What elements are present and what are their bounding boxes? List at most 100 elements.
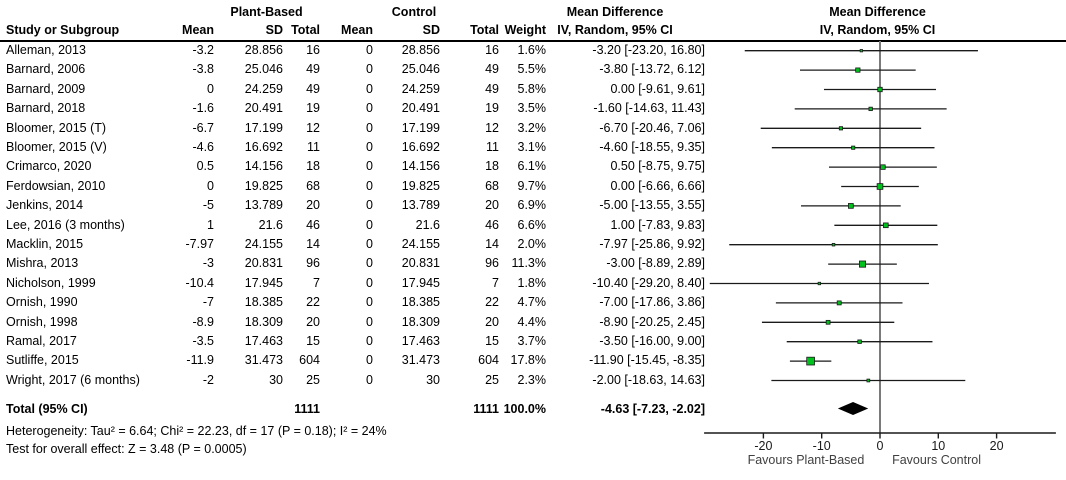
cell-exp-total: 11 xyxy=(307,140,320,154)
header-ctrl-total: Total xyxy=(470,23,499,37)
cell-ctrl-total: 25 xyxy=(485,372,499,387)
cell-study-label: Barnard, 2006 xyxy=(6,62,86,77)
mean-difference-plot-header: Mean Difference xyxy=(829,5,926,19)
cell-weight: 3.1% xyxy=(517,140,547,154)
cell-study-label: Nicholson, 1999 xyxy=(6,275,96,290)
cell-exp-mean: 0.5 xyxy=(196,159,214,174)
cell-ctrl-mean: 0 xyxy=(366,237,373,251)
cell-exp-mean: -8.9 xyxy=(192,314,214,329)
header-ctrl-mean: Mean xyxy=(341,23,373,37)
cell-ci-text: 0.00 [-9.61, 9.61] xyxy=(610,81,705,96)
cell-ctrl-total: 18 xyxy=(485,159,499,174)
heterogeneity-text: Heterogeneity: Tau² = 6.64; Chi² = 22.23… xyxy=(6,424,387,438)
cell-weight: 6.1% xyxy=(517,159,547,174)
cell-weight: 1.6% xyxy=(517,43,547,57)
effect-square xyxy=(817,281,822,286)
cell-study-label: Ferdowsian, 2010 xyxy=(6,178,106,193)
cell-ctrl-sd: 17.945 xyxy=(401,275,440,290)
cell-ctrl-total: 14 xyxy=(485,237,499,251)
effect-square xyxy=(836,300,842,306)
cell-exp-sd: 24.259 xyxy=(244,81,283,96)
cell-ci-text: 1.00 [-7.83, 9.83] xyxy=(610,217,705,232)
cell-exp-sd: 24.155 xyxy=(244,237,283,251)
cell-exp-total: 49 xyxy=(306,62,320,77)
effect-square xyxy=(838,126,843,131)
cell-study-label: Wright, 2017 (6 months) xyxy=(6,372,140,387)
cell-exp-mean: -3.5 xyxy=(192,334,214,348)
study-row: Jenkins, 2014 -5 13.789 20 0 13.789 20 6… xyxy=(0,196,1066,215)
cell-ci-text: 0.00 [-6.66, 6.66] xyxy=(610,178,705,193)
header-exp-total: Total xyxy=(291,23,320,37)
cell-ctrl-sd: 19.825 xyxy=(401,178,440,193)
cell-ctrl-sd: 17.463 xyxy=(401,334,440,348)
cell-exp-mean: -5 xyxy=(202,198,214,213)
axis-tick-label: 20 xyxy=(990,439,1004,453)
header-divider xyxy=(0,40,1066,42)
effect-square xyxy=(855,67,861,73)
cell-ctrl-mean: 0 xyxy=(366,62,373,77)
cell-ci-text: -5.00 [-13.55, 3.55] xyxy=(599,198,705,213)
cell-ctrl-mean: 0 xyxy=(366,372,373,387)
cell-ctrl-sd: 24.155 xyxy=(401,237,440,251)
cell-ctrl-mean: 0 xyxy=(366,295,373,310)
study-row: Barnard, 2018 -1.6 20.491 19 0 20.491 19… xyxy=(0,99,1066,118)
axis-tick-label: 0 xyxy=(877,439,884,453)
cell-weight: 6.6% xyxy=(517,217,547,232)
cell-exp-total: 19 xyxy=(306,101,320,116)
cell-exp-mean: -11.9 xyxy=(186,353,214,368)
cell-ctrl-total: 604 xyxy=(478,353,499,368)
cell-ctrl-mean: 0 xyxy=(366,334,373,348)
cell-ctrl-sd: 30 xyxy=(426,372,440,387)
cell-exp-total: 46 xyxy=(306,217,320,232)
cell-weight: 6.9% xyxy=(517,198,547,213)
effect-square xyxy=(831,242,836,247)
cell-ctrl-mean: 0 xyxy=(366,198,373,213)
cell-exp-sd: 18.385 xyxy=(244,295,283,310)
cell-ctrl-sd: 31.473 xyxy=(401,353,440,368)
cell-ctrl-total: 15 xyxy=(485,334,499,348)
cell-exp-mean: -3.2 xyxy=(192,43,214,57)
cell-exp-mean: -7 xyxy=(202,295,214,310)
cell-study-label: Mishra, 2013 xyxy=(6,256,79,271)
cell-exp-total: 14 xyxy=(306,237,320,251)
cell-exp-total: 16 xyxy=(306,43,320,57)
cell-ctrl-sd: 21.6 xyxy=(415,217,440,232)
cell-ctrl-mean: 0 xyxy=(366,101,373,116)
effect-square xyxy=(866,378,871,383)
cell-ctrl-total: 49 xyxy=(485,62,499,77)
cell-study-label: Barnard, 2009 xyxy=(6,81,86,96)
cell-ctrl-total: 20 xyxy=(485,314,499,329)
cell-ctrl-total: 16 xyxy=(485,43,499,57)
header-ci-text: IV, Random, 95% CI xyxy=(557,23,673,37)
study-row: Ramal, 2017 -3.5 17.463 15 0 17.463 15 3… xyxy=(0,332,1066,351)
cell-weight: 17.8% xyxy=(510,353,546,368)
column-header-row: Study or Subgroup Mean SD Total Mean SD … xyxy=(0,21,1066,39)
cell-ctrl-mean: 0 xyxy=(366,159,373,174)
cell-exp-total: 604 xyxy=(299,353,320,368)
cell-study-label: Macklin, 2015 xyxy=(6,237,84,251)
study-row: Barnard, 2009 0 24.259 49 0 24.259 49 5.… xyxy=(0,80,1066,99)
cell-ctrl-total: 12 xyxy=(485,120,499,135)
cell-exp-sd: 17.945 xyxy=(244,275,283,290)
effect-square xyxy=(859,260,867,268)
study-row: Ornish, 1990 -7 18.385 22 0 18.385 22 4.… xyxy=(0,293,1066,312)
cell-ctrl-total: 49 xyxy=(485,81,499,96)
cell-ctrl-mean: 0 xyxy=(366,81,373,96)
cell-exp-sd: 21.6 xyxy=(258,217,283,232)
cell-exp-sd: 13.789 xyxy=(244,198,283,213)
cell-weight: 1.8% xyxy=(517,275,547,290)
cell-ctrl-total: 68 xyxy=(485,178,499,193)
cell-ctrl-mean: 0 xyxy=(366,140,373,154)
total-row: Total (95% CI) 1111 1111 100.0% -4.63 [-… xyxy=(0,400,1066,419)
cell-weight: 2.0% xyxy=(517,237,547,251)
cell-ci-text: -7.97 [-25.86, 9.92] xyxy=(599,237,705,251)
cell-study-label: Alleman, 2013 xyxy=(6,43,86,57)
effect-square xyxy=(868,106,873,112)
effect-square xyxy=(883,222,889,229)
cell-ctrl-total: 11 xyxy=(486,140,499,154)
axis-tick-label: 10 xyxy=(931,439,945,453)
group-header-plant-based: Plant-Based xyxy=(230,5,303,19)
cell-ci-text: 0.50 [-8.75, 9.75] xyxy=(610,159,705,174)
cell-weight: 3.7% xyxy=(517,334,547,348)
cell-weight: 3.2% xyxy=(517,120,547,135)
